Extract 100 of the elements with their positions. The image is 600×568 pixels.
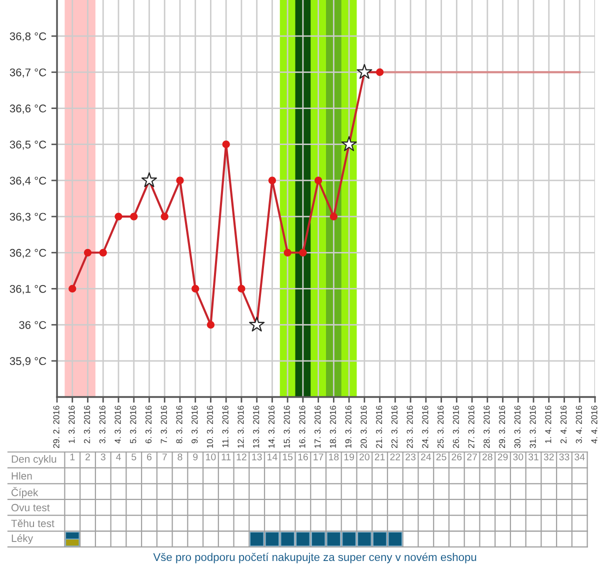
x-tick-label: 27. 3. 2016 — [468, 406, 474, 448]
y-tick-label: 36,1 °C — [10, 284, 46, 294]
y-tick-label: 36,5 °C — [10, 140, 46, 150]
x-tick-label: 21 — [374, 453, 385, 460]
x-tick-label: 7. 3. 2016 — [160, 406, 167, 444]
x-tick-label: 30. 3. 2016 — [514, 406, 520, 448]
point — [376, 68, 384, 76]
x-tick-label: 22. 3. 2016 — [391, 406, 398, 448]
x-tick-label: 24. 3. 2016 — [422, 406, 428, 448]
y-tick-label: Ovu test — [11, 504, 50, 512]
x-tick-label: 4. 4. 2016 — [591, 406, 598, 444]
x-tick-label: 28. 3. 2016 — [484, 406, 490, 448]
x-tick-label: 4. 3. 2016 — [114, 406, 121, 444]
x-tick-label: 2 — [86, 453, 90, 460]
x-tick-label: 3. 3. 2016 — [99, 406, 106, 444]
x-tick-label: 30 — [513, 453, 524, 460]
x-tick-label: 21. 3. 2016 — [376, 406, 382, 448]
point — [249, 316, 265, 332]
point — [314, 176, 322, 184]
point — [84, 248, 92, 256]
x-tick-label: 11 — [222, 454, 231, 460]
x-tick-label: 23 — [406, 453, 416, 460]
y-tick-label: 36,4 °C — [10, 176, 46, 186]
x-tick-label: 20. 3. 2016 — [360, 406, 367, 448]
x-tick-label: 18 — [329, 453, 339, 460]
x-tick-label: 17. 3. 2016 — [314, 406, 321, 448]
y-tick-label: 36,3 °C — [10, 212, 46, 222]
point — [238, 284, 246, 293]
x-tick-label: 10 — [206, 453, 216, 460]
x-tick-label: 2. 4. 2016 — [560, 406, 567, 444]
point — [176, 176, 184, 184]
x-tick-label: 6 — [147, 453, 152, 460]
x-tick-label: 2. 3. 2016 — [84, 406, 90, 444]
x-tick-label: 9. 3. 2016 — [192, 406, 198, 444]
x-tick-label: 5. 3. 2016 — [130, 406, 136, 444]
point — [192, 284, 200, 293]
y-tick-label: 35,9 °C — [10, 357, 46, 366]
x-tick-label: 13. 3. 2016 — [253, 406, 260, 448]
x-tick-label: 25. 3. 2016 — [438, 406, 444, 448]
point — [114, 212, 122, 220]
x-tick-label: 5 — [132, 454, 136, 460]
x-tick-label: 27 — [467, 453, 477, 460]
x-tick-label: 3 — [100, 453, 106, 460]
x-tick-label: 31 — [528, 453, 538, 460]
x-tick-label: 28 — [482, 453, 492, 460]
point — [268, 176, 276, 184]
x-tick-label: 8. 3. 2016 — [176, 406, 182, 444]
x-tick-label: 3. 4. 2016 — [576, 406, 582, 444]
point — [284, 248, 292, 256]
point — [356, 64, 372, 79]
x-tick-label: 11. 3. 2016 — [222, 406, 228, 448]
x-tick-label: 25 — [436, 453, 446, 460]
y-tick-label: Hlen — [12, 472, 32, 480]
point — [68, 284, 76, 293]
point — [222, 140, 230, 148]
x-tick-label: 29. 3. 2016 — [498, 406, 506, 448]
point — [160, 212, 168, 220]
point — [141, 172, 158, 188]
y-tick-label: 36,8 °C — [10, 32, 46, 42]
x-tick-label: 29. 2. 2016 — [53, 406, 60, 448]
point — [206, 321, 215, 329]
x-tick-label: 31. 3. 2016 — [530, 406, 536, 448]
x-tick-label: 17 — [314, 454, 324, 460]
x-tick-label: 4 — [116, 454, 121, 460]
point — [341, 136, 357, 152]
x-tick-label: 22 — [390, 453, 400, 460]
x-tick-label: 9 — [193, 453, 198, 460]
x-axis-title: Den cyklu — [12, 455, 56, 465]
x-tick-label: 14 — [268, 454, 278, 460]
x-tick-label: 7 — [162, 454, 167, 460]
x-tick-label: 10. 3. 2016 — [206, 406, 214, 448]
x-tick-label: 15. 3. 2016 — [284, 406, 290, 448]
x-tick-label: 26 — [452, 453, 462, 460]
y-tick-label: 36,6 °C — [10, 104, 46, 114]
point — [99, 248, 107, 256]
x-tick-label: 1. 3. 2016 — [68, 406, 75, 443]
y-axis-title: Léky — [12, 534, 34, 544]
point — [130, 212, 138, 220]
x-tick-label: 13 — [252, 453, 262, 460]
x-tick-label: 19 — [344, 453, 354, 460]
x-tick-label: 14. 3. 2016 — [268, 406, 275, 448]
point — [330, 212, 338, 220]
x-tick-label: 29 — [498, 453, 508, 460]
x-tick-label: 6. 3. 2016 — [145, 406, 152, 444]
x-tick-label: 34 — [574, 453, 585, 460]
y-tick-label: Těhu test — [11, 519, 54, 528]
x-tick-label: 16. 3. 2016 — [299, 406, 306, 448]
x-tick-label: 19. 3. 2016 — [345, 406, 352, 448]
y-tick-label: 36,2 °C — [10, 248, 46, 258]
x-tick-label: 26. 3. 2016 — [452, 406, 459, 448]
x-tick-label: 1. 4. 2016 — [545, 406, 552, 443]
x-tick-label: 12 — [236, 453, 246, 460]
x-tick-label: 20 — [360, 453, 370, 460]
x-tick-label: 18. 3. 2016 — [330, 406, 336, 448]
x-tick-label: 32 — [544, 453, 554, 460]
y-tick-label: 36,7 °C — [10, 68, 46, 78]
x-tick-label: 1 — [70, 454, 75, 460]
x-tick-label: 23. 3. 2016 — [406, 406, 413, 448]
y-tick-label: 36 °C — [19, 321, 46, 329]
x-tick-label: 12. 3. 2016 — [238, 406, 244, 448]
